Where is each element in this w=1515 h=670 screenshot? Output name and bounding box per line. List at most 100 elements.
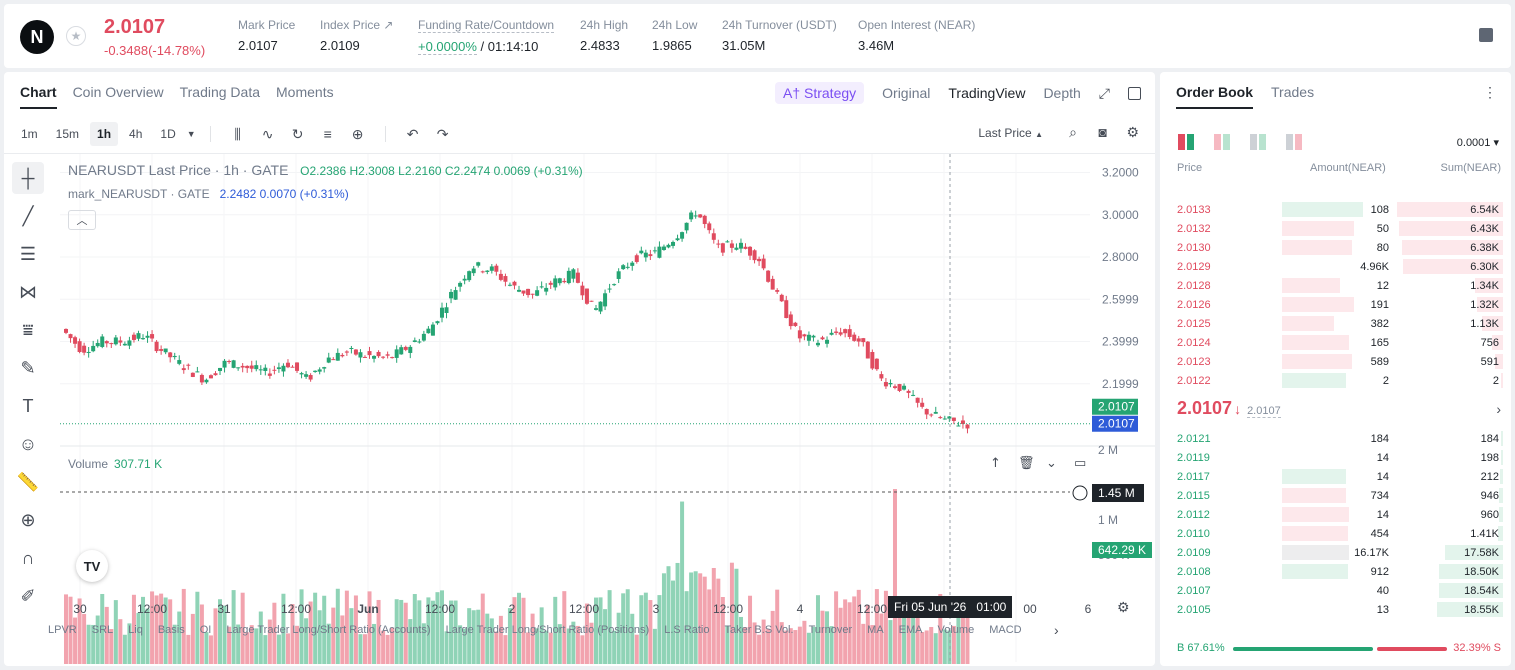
ask-row[interactable]: 2.0132 50 6.43K (1160, 219, 1511, 238)
tab-depth[interactable]: Depth (1043, 85, 1081, 101)
timeframe-15m[interactable]: 15m (55, 127, 80, 141)
ask-row[interactable]: 2.0122 2 2 (1160, 371, 1511, 390)
tab-trades[interactable]: Trades (1271, 84, 1315, 100)
ruler-icon[interactable]: 📏 (16, 471, 40, 492)
bid-row[interactable]: 2.0119 14 198 (1160, 448, 1511, 467)
add-alert-icon[interactable]: ⊕ (351, 125, 364, 142)
ask-row[interactable]: 2.0126 191 1.32K (1160, 295, 1511, 314)
candle (390, 357, 395, 359)
indicator-6[interactable]: Large Trader Long/Short Ratio (Positions… (445, 624, 650, 636)
timeframe-1h[interactable]: 1h (90, 122, 119, 146)
replay-icon[interactable]: ↻ (291, 125, 304, 142)
ask-row[interactable]: 2.0130 80 6.38K (1160, 238, 1511, 257)
indicator-8[interactable]: Taker B.S Vol. (724, 624, 794, 636)
more-icon[interactable]: ⋮ (1483, 84, 1497, 100)
text-icon[interactable]: T (22, 395, 34, 416)
bid-row[interactable]: 2.0110 454 1.41K (1160, 524, 1511, 543)
redo-icon[interactable]: ↷ (436, 125, 449, 142)
ask-row[interactable]: 2.0124 165 756 (1160, 333, 1511, 352)
projection-icon[interactable]: ⩸ (22, 319, 34, 340)
delete-pane-icon[interactable]: 🗑 (1018, 455, 1035, 471)
favorite-star-icon[interactable]: ★ (66, 26, 86, 46)
indicator-9[interactable]: Turnover (808, 624, 853, 636)
tab-chart[interactable]: Chart (20, 84, 57, 109)
tick-size-select[interactable]: 0.0001 ▾ (1456, 137, 1499, 149)
collapse-pane-icon[interactable]: ⌄ (1046, 456, 1057, 471)
price-chart[interactable]: 3.2000 3.0000 2.8000 2.5999 2.3999 2.1999 2.01… (4, 154, 1155, 664)
tab-original[interactable]: Original (882, 85, 931, 101)
stat-index-price[interactable]: Index Price ↗ 2.0109 (320, 18, 394, 53)
ask-row[interactable]: 2.0129 4.96K 6.30K (1160, 257, 1511, 276)
book-mode-both-icon[interactable] (1178, 134, 1194, 150)
indicator-11[interactable]: EMA (898, 624, 923, 636)
bid-row[interactable]: 2.0108 912 18.50K (1160, 562, 1511, 581)
trend-line-icon[interactable]: ╱ (22, 205, 34, 226)
book-mode-asks-icon[interactable] (1214, 134, 1230, 150)
tradingview-logo-icon[interactable]: TV (76, 550, 108, 582)
pattern-icon[interactable]: ⋈ (19, 281, 37, 302)
indicator-7[interactable]: L.S Ratio (664, 624, 710, 636)
indicator-2[interactable]: Liq (128, 624, 143, 636)
indicator-1[interactable]: SRL (91, 624, 114, 636)
indicator-scroll-right-icon[interactable]: › (1050, 622, 1063, 638)
tab-order-book[interactable]: Order Book (1176, 84, 1254, 109)
timeframe-4h[interactable]: 4h (129, 127, 143, 141)
window-icon[interactable] (1128, 86, 1141, 100)
tab-tradingview[interactable]: TradingView (948, 85, 1026, 101)
expand-icon[interactable]: ⤢ (1098, 84, 1110, 101)
candle-type-icon[interactable]: ⫼ (234, 125, 241, 142)
bid-row[interactable]: 2.0105 13 18.55K (1160, 600, 1511, 619)
camera-icon[interactable]: ◙ (1098, 124, 1107, 140)
volume-bar (960, 604, 965, 664)
bid-row[interactable]: 2.0117 14 212 (1160, 467, 1511, 486)
ask-row[interactable]: 2.0125 382 1.13K (1160, 314, 1511, 333)
candle (562, 280, 567, 283)
ask-row[interactable]: 2.0128 12 1.34K (1160, 276, 1511, 295)
maximize-pane-icon[interactable]: ▭ (1074, 456, 1086, 471)
indicator-12[interactable]: Volume (937, 624, 975, 636)
brush-icon[interactable]: ✎ (20, 357, 36, 378)
bid-row[interactable]: 2.0107 40 18.54K (1160, 581, 1511, 600)
undo-icon[interactable]: ↶ (406, 125, 419, 142)
indicator-3[interactable]: Basis (157, 624, 185, 636)
fib-icon[interactable]: ☰ (19, 243, 37, 264)
candle (693, 215, 698, 217)
gear-icon[interactable]: ⚙ (1126, 124, 1139, 140)
tab-moments[interactable]: Moments (276, 84, 334, 100)
bid-row[interactable]: 2.0115 734 946 (1160, 486, 1511, 505)
indicator-5[interactable]: Large Trader Long/Short Ratio (Accounts) (226, 624, 431, 636)
bid-row[interactable]: 2.0109 16.17K 17.58K (1160, 543, 1511, 562)
price-type-select[interactable]: Last Price ▲ (978, 126, 1043, 140)
magnet-icon[interactable]: ∩ (21, 547, 35, 568)
indicator-0[interactable]: LPVR (48, 624, 77, 636)
time-axis-settings-icon[interactable]: ⚙ (1117, 599, 1130, 615)
indicator-13[interactable]: MACD (989, 624, 1022, 636)
move-up-icon[interactable]: ↑ (990, 456, 1001, 471)
templates-icon[interactable]: ≡ (323, 126, 332, 142)
indicator-10[interactable]: MA (867, 624, 884, 636)
timeframe-1d[interactable]: 1D (160, 127, 176, 141)
indicator-4[interactable]: OI (199, 624, 212, 636)
book-mode-bids-icon[interactable] (1250, 134, 1266, 150)
timeframe-1m[interactable]: 1m (21, 127, 38, 141)
strategy-button[interactable]: A† Strategy (774, 82, 865, 104)
lock-drawing-icon[interactable]: ✐ (20, 585, 36, 606)
amount-cell: 382 (1370, 318, 1389, 330)
emoji-icon[interactable]: ☺ (18, 433, 38, 454)
chevron-down-icon[interactable]: ▼ (186, 129, 196, 139)
search-icon[interactable]: ⌕ (1069, 124, 1077, 140)
tab-coin-overview[interactable]: Coin Overview (72, 84, 164, 100)
collapse-legend-button[interactable]: ︿ (68, 210, 96, 230)
chevron-right-icon[interactable]: › (1496, 401, 1501, 417)
zoom-in-icon[interactable]: ⊕ (20, 509, 36, 530)
ask-row[interactable]: 2.0133 108 6.54K (1160, 200, 1511, 219)
bid-row[interactable]: 2.0121 184 184 (1160, 429, 1511, 448)
indicators-icon[interactable]: ∿ (261, 125, 274, 142)
bid-row[interactable]: 2.0112 14 960 (1160, 505, 1511, 524)
book-mode-sell-icon[interactable] (1286, 134, 1302, 150)
crosshair-icon[interactable]: ┼ (12, 162, 44, 194)
tab-trading-data[interactable]: Trading Data (179, 84, 261, 100)
volume-bar (412, 594, 417, 664)
book-icon[interactable] (1479, 28, 1493, 42)
ask-row[interactable]: 2.0123 589 591 (1160, 352, 1511, 371)
